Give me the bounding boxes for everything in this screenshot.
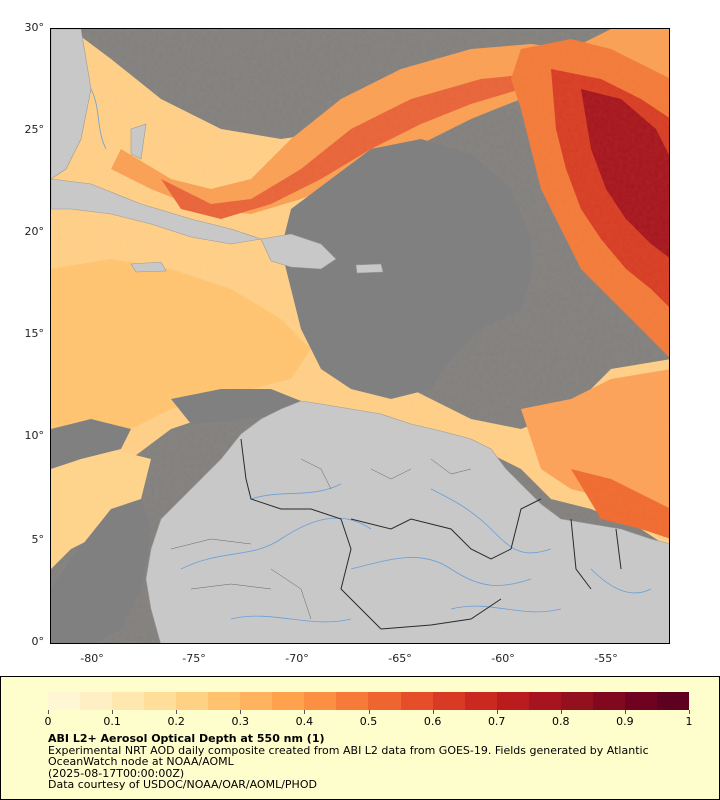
no-data-region — [281, 139, 531, 399]
lat-label-10: 10° — [24, 429, 45, 442]
colorbar-tick — [240, 710, 242, 714]
colorbar-tick — [48, 710, 49, 714]
colorbar-segment — [528, 692, 561, 710]
colorbar-label: 0.8 — [552, 715, 570, 728]
colorbar-label: 0.7 — [487, 715, 506, 728]
colorbar-segment — [112, 692, 145, 710]
caption-line-3: (2025-08-17T00:00:00Z) — [48, 767, 185, 780]
colorbar-tick — [689, 710, 690, 714]
colorbar-tick — [368, 710, 370, 714]
colorbar-label: 0.3 — [231, 715, 250, 728]
lon-label-65: -65° — [388, 652, 412, 665]
colorbar-label: 0.4 — [295, 715, 314, 728]
land-areas — [51, 29, 669, 643]
colorbar-segment — [144, 692, 177, 710]
colorbar-label: 0.2 — [167, 715, 185, 728]
colorbar-label: 0 — [44, 715, 52, 728]
rivers — [90, 88, 652, 623]
lat-label-20: 20° — [24, 225, 45, 238]
lat-label-5: 5° — [31, 533, 45, 546]
colorbar-segment — [560, 692, 593, 710]
lon-label-75: -75° — [182, 652, 206, 665]
colorbar-segment — [304, 692, 337, 710]
colorbar-segment — [656, 692, 689, 710]
colorbar-segment — [48, 692, 81, 710]
colorbar-segment — [240, 692, 273, 710]
country-borders — [240, 438, 622, 630]
colorbar-segment — [368, 692, 401, 710]
colorbar-segment — [336, 692, 369, 710]
colorbar-segment — [400, 692, 433, 710]
colorbar-tick — [112, 710, 114, 714]
legend-panel: 0 0.1 0.2 0.3 0.4 0.5 0.6 0.7 0.8 0.9 1 ABI L2+ Ae… — [0, 676, 720, 800]
lon-label-55: -55° — [594, 652, 618, 665]
colorbar-segment — [624, 692, 657, 710]
colorbar-label: 0.1 — [103, 715, 121, 728]
colorbar-tick — [176, 710, 178, 714]
colorbar-segment — [272, 692, 305, 710]
colorbar-tick — [624, 710, 626, 714]
colorbar-segment — [80, 692, 113, 710]
colorbar-label: 0.5 — [359, 715, 378, 728]
caption-title: ABI L2+ Aerosol Optical Depth at 550 nm … — [48, 732, 325, 745]
caption-line-4: Data courtesy of USDOC/NOAA/OAR/AOML/PHO… — [48, 778, 317, 791]
colorbar-tick — [432, 710, 434, 714]
colorbar-segment — [176, 692, 209, 710]
lon-label-70: -70° — [285, 652, 309, 665]
lon-label-80: -80° — [80, 652, 104, 665]
lat-label-30: 30° — [24, 21, 45, 34]
lat-label-15: 15° — [24, 327, 45, 340]
admin-borders — [170, 458, 472, 620]
caption-line-1: Experimental NRT AOD daily composite cre… — [48, 744, 649, 757]
colorbar-label: 0.9 — [616, 715, 634, 728]
colorbar-segment — [432, 692, 465, 710]
lat-label-25: 25° — [24, 123, 45, 136]
colorbar-label: 0.6 — [423, 715, 442, 728]
colorbar-segment — [496, 692, 529, 710]
lat-label-0: 0° — [31, 635, 45, 648]
colorbar-segment — [592, 692, 625, 710]
map-area[interactable] — [50, 28, 670, 644]
colorbar — [48, 692, 689, 710]
caption-line-2: OceanWatch node at NOAA/AOML — [48, 755, 234, 768]
colorbar-segment — [464, 692, 497, 710]
colorbar-tick — [304, 710, 306, 714]
lon-label-60: -60° — [491, 652, 515, 665]
colorbar-segment — [208, 692, 241, 710]
colorbar-tick — [496, 710, 498, 714]
colorbar-tick — [560, 710, 562, 714]
aod-map — [51, 29, 669, 643]
colorbar-label: 1 — [685, 715, 693, 728]
